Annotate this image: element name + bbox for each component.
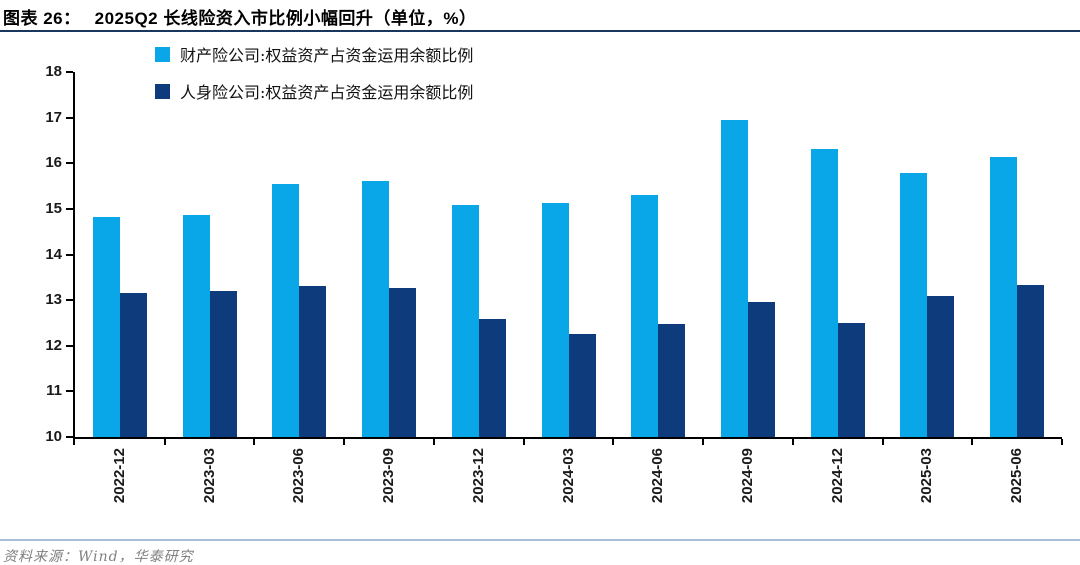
bar-life-insurers [837, 322, 865, 437]
footer-divider [0, 539, 1080, 541]
y-axis-line [73, 72, 75, 445]
x-tick-label: 2023-09 [380, 448, 398, 504]
y-tick-label: 15 [45, 199, 62, 217]
x-tick [163, 439, 166, 445]
x-tick [791, 439, 794, 445]
bar-property-insurers [720, 119, 748, 437]
bar-life-insurers [747, 302, 775, 437]
x-tick-label: 2024-03 [559, 448, 577, 504]
y-tick [66, 253, 73, 256]
x-tick [612, 439, 615, 445]
bar-life-insurers [299, 286, 327, 437]
bar-life-insurers [209, 291, 237, 437]
x-tick-label: 2024-12 [828, 448, 846, 504]
bar-property-insurers [541, 203, 569, 437]
y-tick [66, 390, 73, 393]
title-divider [0, 30, 1080, 32]
x-tick [432, 439, 435, 445]
x-tick-label: 2025-06 [1008, 448, 1026, 504]
y-tick [66, 207, 73, 210]
legend-label: 人身险公司:权益资产占资金运用余额比例 [180, 83, 474, 102]
y-tick [66, 116, 73, 119]
y-tick [66, 162, 73, 165]
x-tick-label: 2023-03 [200, 448, 218, 504]
bar-property-insurers [182, 214, 210, 437]
x-tick-label: 2025-03 [918, 448, 936, 504]
bar-property-insurers [810, 148, 838, 437]
y-tick [66, 71, 73, 73]
y-tick-label: 10 [45, 428, 62, 445]
x-axis-line [73, 437, 1062, 439]
source-note: 资料来源：Wind，华泰研究 [3, 549, 194, 565]
y-tick-label: 18 [45, 63, 62, 80]
bar-property-insurers [631, 195, 659, 437]
bar-life-insurers [658, 323, 686, 437]
x-tick [522, 439, 525, 445]
figure-title-row: 图表 26： 2025Q2 长线险资入市比例小幅回升（单位，%） [3, 4, 476, 29]
bar-life-insurers [927, 296, 955, 437]
bar-chart: 财产险公司:权益资产占资金运用余额比例 人身险公司:权益资产占资金运用余额比例 1… [0, 32, 1080, 532]
legend-item: 财产险公司:权益资产占资金运用余额比例 [155, 42, 473, 66]
bar-life-insurers [1017, 284, 1045, 437]
legend-item: 人身险公司:权益资产占资金运用余额比例 [155, 79, 473, 103]
bar-property-insurers [362, 180, 390, 437]
bar-life-insurers [478, 319, 506, 437]
x-tick [253, 439, 256, 445]
y-tick-label: 12 [45, 336, 62, 354]
y-tick [66, 344, 73, 347]
x-tick-label: 2023-06 [290, 448, 308, 504]
bar-property-insurers [990, 156, 1018, 437]
x-tick [1061, 439, 1063, 445]
bar-life-insurers [568, 334, 596, 437]
chart-legend: 财产险公司:权益资产占资金运用余额比例 人身险公司:权益资产占资金运用余额比例 [155, 42, 473, 103]
legend-label: 财产险公司:权益资产占资金运用余额比例 [180, 46, 474, 65]
x-tick-label: 2024-09 [738, 448, 756, 504]
legend-swatch-icon [155, 46, 170, 62]
x-tick-label: 2024-06 [649, 448, 667, 504]
bar-property-insurers [900, 173, 928, 437]
bar-life-insurers [119, 293, 147, 437]
bar-life-insurers [389, 288, 417, 437]
figure-number-label: 图表 26： [3, 9, 81, 28]
x-tick [343, 439, 346, 445]
y-tick [66, 436, 73, 438]
y-tick-label: 11 [46, 382, 62, 400]
bar-property-insurers [272, 183, 300, 437]
x-tick [971, 439, 974, 445]
y-tick-label: 17 [45, 108, 62, 126]
y-tick-label: 14 [45, 245, 62, 263]
x-tick [881, 439, 884, 445]
bar-property-insurers [92, 217, 120, 437]
figure-title: 2025Q2 长线险资入市比例小幅回升（单位，%） [94, 9, 477, 28]
x-tick [702, 439, 705, 445]
legend-swatch-icon [155, 83, 170, 99]
x-tick-label: 2022-12 [110, 448, 128, 504]
y-tick-label: 13 [45, 291, 62, 309]
plot-area: 10 11 12 13 14 15 16 17 18 2022-12 2023-03 2023-06 2… [0, 32, 1080, 532]
bar-property-insurers [451, 205, 479, 437]
y-tick [66, 299, 73, 302]
y-tick-label: 16 [45, 154, 62, 172]
x-tick-label: 2023-12 [469, 448, 487, 504]
